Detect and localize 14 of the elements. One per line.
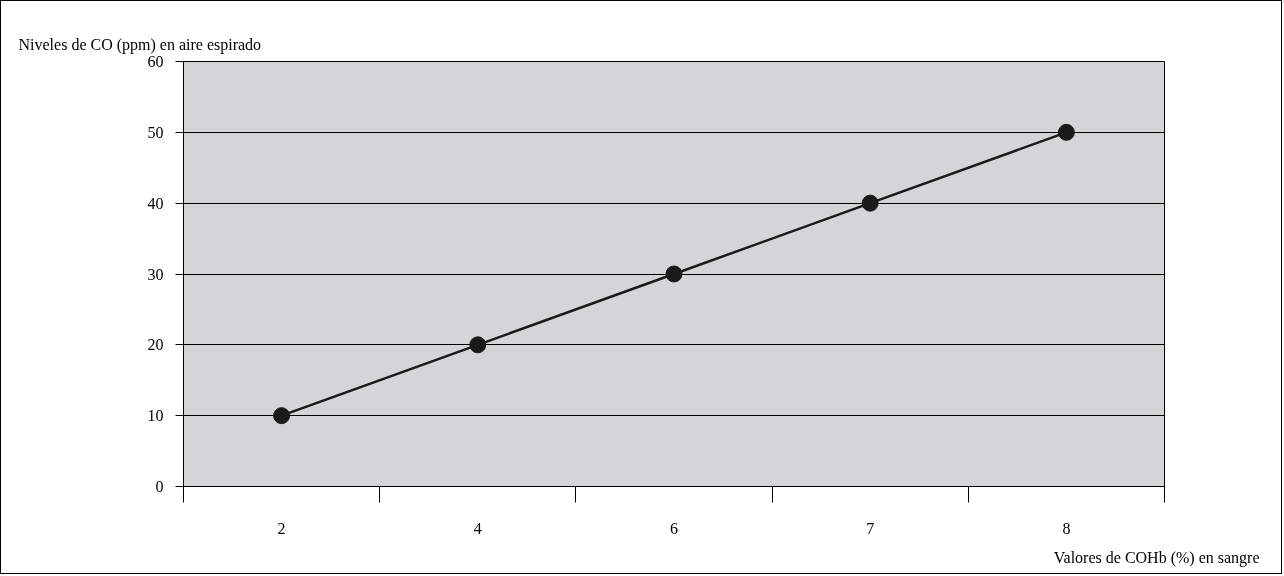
y-tick-label: 10 <box>147 407 164 425</box>
y-tick-label: 0 <box>155 478 164 495</box>
y-tick-label: 60 <box>147 53 164 70</box>
x-tick-label: 6 <box>670 519 678 537</box>
y-tick-label: 20 <box>147 336 164 354</box>
x-tick-label: 4 <box>473 519 482 537</box>
x-tick-label: 8 <box>1062 519 1071 537</box>
y-tick-label: 50 <box>147 123 164 141</box>
y-tick-label: 30 <box>147 265 164 283</box>
x-tick-label: 7 <box>866 519 875 537</box>
y-tick-label: 40 <box>147 194 164 212</box>
x-axis-title: Valores de COHb (%) en sangre <box>1053 548 1260 567</box>
x-tick-label: 2 <box>277 519 286 537</box>
y-axis-title: Niveles de CO (ppm) en aire espirado <box>18 35 262 54</box>
